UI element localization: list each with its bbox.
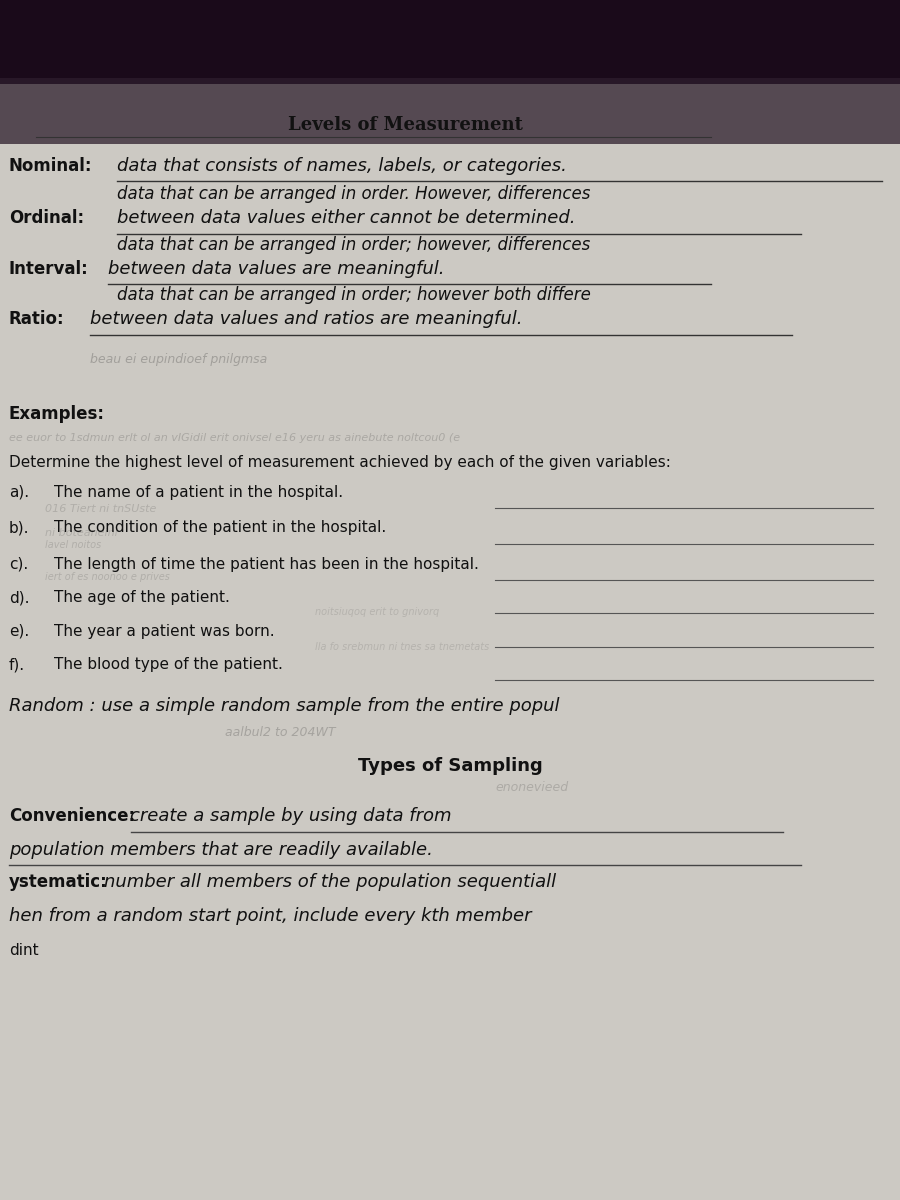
Text: Nominal:: Nominal:	[9, 156, 93, 174]
Text: aalbul2 to 204WT: aalbul2 to 204WT	[225, 726, 336, 738]
Text: between data values either cannot be determined.: between data values either cannot be det…	[117, 209, 575, 228]
Text: data that can be arranged in order; however, differences: data that can be arranged in order; howe…	[117, 235, 590, 253]
Text: 016 Tiert ni tnSUste: 016 Tiert ni tnSUste	[45, 504, 157, 514]
Text: Types of Sampling: Types of Sampling	[357, 757, 543, 775]
Text: lla fo srebmun ni tnes sa tnemetats: lla fo srebmun ni tnes sa tnemetats	[315, 642, 490, 652]
Text: enonevieed: enonevieed	[495, 781, 568, 793]
Text: Interval:: Interval:	[9, 259, 89, 277]
Text: c).: c).	[9, 557, 28, 571]
Text: b).: b).	[9, 521, 30, 535]
Text: population members that are readily available.: population members that are readily avai…	[9, 840, 433, 859]
Text: Random : use a simple random sample from the entire popul: Random : use a simple random sample from…	[9, 696, 560, 714]
Text: Examples:: Examples:	[9, 404, 105, 422]
Text: create a sample by using data from: create a sample by using data from	[130, 806, 452, 826]
Text: The length of time the patient has been in the hospital.: The length of time the patient has been …	[54, 557, 479, 571]
Text: iert of es noonoo e prives: iert of es noonoo e prives	[45, 572, 170, 582]
Text: The blood type of the patient.: The blood type of the patient.	[54, 658, 283, 672]
Bar	[0, 78, 900, 144]
Text: data that can be arranged in order. However, differences: data that can be arranged in order. Howe…	[117, 185, 590, 203]
Text: The condition of the patient in the hospital.: The condition of the patient in the hosp…	[54, 521, 386, 535]
Text: a).: a).	[9, 485, 29, 499]
Text: between data values and ratios are meaningful.: between data values and ratios are meani…	[90, 310, 523, 328]
Text: e).: e).	[9, 624, 29, 638]
Text: Convenience:: Convenience:	[9, 806, 135, 826]
Text: between data values are meaningful.: between data values are meaningful.	[108, 259, 445, 277]
Text: f).: f).	[9, 658, 25, 672]
Text: ee euor to 1sdmun erlt ol an vIGidil erit onivsel e16 yeru as ainebute noltcou0 : ee euor to 1sdmun erlt ol an vIGidil eri…	[9, 433, 460, 443]
Text: The age of the patient.: The age of the patient.	[54, 590, 230, 605]
Text: Ratio:: Ratio:	[9, 310, 65, 328]
Text: ystematic:: ystematic:	[9, 874, 108, 890]
Text: ni boteaneini: ni boteaneini	[45, 528, 118, 538]
Text: Ordinal:: Ordinal:	[9, 209, 84, 228]
Text: beau ei eupindioef pnilgmsa: beau ei eupindioef pnilgmsa	[90, 354, 267, 366]
Text: lavel noitos: lavel noitos	[45, 540, 101, 550]
Text: The year a patient was born.: The year a patient was born.	[54, 624, 274, 638]
Text: Determine the highest level of measurement achieved by each of the given variabl: Determine the highest level of measureme…	[9, 455, 670, 469]
Text: dint: dint	[9, 943, 39, 958]
Text: data that consists of names, labels, or categories.: data that consists of names, labels, or …	[117, 156, 567, 174]
Text: hen from a random start point, include every kth member: hen from a random start point, include e…	[9, 907, 532, 924]
Text: The name of a patient in the hospital.: The name of a patient in the hospital.	[54, 485, 343, 499]
Text: data that can be arranged in order; however both differe: data that can be arranged in order; howe…	[117, 286, 591, 304]
Text: noitsiuqoq erit to gnivorq: noitsiuqoq erit to gnivorq	[315, 607, 439, 617]
Text: Levels of Measurement: Levels of Measurement	[288, 115, 522, 133]
Text: number all members of the population sequentiall: number all members of the population seq…	[104, 874, 555, 890]
Bar	[0, 0, 900, 84]
Text: d).: d).	[9, 590, 30, 605]
